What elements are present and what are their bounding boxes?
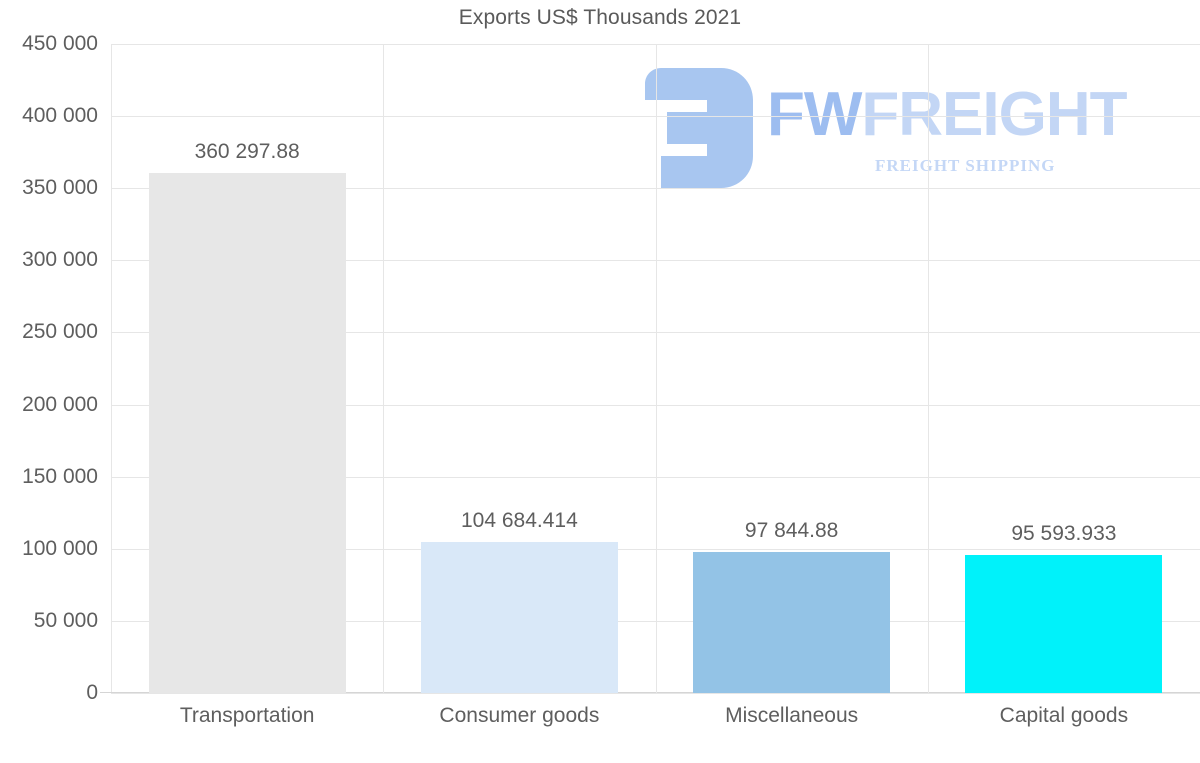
bar[interactable] [693, 551, 891, 693]
bar-value-label: 97 844.88 [744, 518, 839, 542]
gridline-horizontal [111, 44, 1200, 45]
x-axis-tick-label: Capital goods [999, 704, 1129, 727]
bar[interactable] [965, 555, 1163, 693]
bar-value-label: 95 593.933 [1011, 522, 1117, 546]
x-axis-tick-label: Miscellaneous [725, 704, 859, 727]
bar-value-label: 360 297.88 [194, 140, 300, 164]
gridline-vertical [383, 44, 384, 693]
y-axis-tick-label: 200 000 [22, 392, 98, 416]
gridline-horizontal [111, 188, 1200, 190]
y-axis-tick-label: 450 000 [22, 32, 98, 55]
y-axis-tick-label: 350 000 [22, 176, 98, 200]
y-axis-line [111, 44, 112, 693]
gridline-horizontal [111, 260, 1200, 262]
plot-area [100, 44, 1200, 694]
gridline-horizontal [111, 548, 1200, 550]
gridline-horizontal [111, 620, 1200, 622]
y-axis-tick-label: 300 000 [22, 248, 98, 272]
gridline-horizontal [111, 476, 1200, 478]
y-axis-tick-label: 50 000 [33, 608, 98, 632]
x-axis-baseline [100, 692, 1200, 693]
gridline-horizontal [111, 116, 1200, 118]
y-axis-tick-label: 100 000 [22, 536, 98, 560]
gridline-vertical [928, 44, 929, 693]
bar-value-label: 104 684.414 [460, 509, 578, 533]
x-axis-tick-label: Transportation [179, 704, 315, 727]
x-axis-tick-label: Consumer goods [439, 704, 600, 727]
y-axis-tick-label: 250 000 [22, 320, 98, 344]
chart-title: Exports US$ Thousands 2021 [458, 6, 742, 29]
gridline-horizontal [111, 404, 1200, 406]
bar[interactable] [148, 173, 346, 693]
gridline-vertical [656, 44, 657, 693]
gridline-horizontal [111, 693, 1200, 694]
y-axis-tick-label: 400 000 [22, 104, 98, 128]
y-axis-tick-label: 0 [86, 681, 98, 704]
bar[interactable] [420, 542, 618, 693]
gridline-horizontal [111, 332, 1200, 334]
y-axis-tick-label: 150 000 [22, 464, 98, 488]
